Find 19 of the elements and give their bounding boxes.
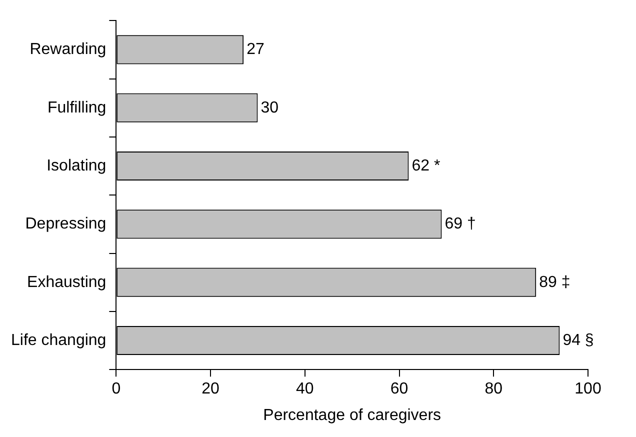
x-axis-title: Percentage of caregivers <box>263 406 442 424</box>
y-tick-label: Isolating <box>46 157 106 174</box>
data-label: 89 ‡ <box>539 274 570 291</box>
x-tick-label: 80 <box>484 380 503 398</box>
data-label: 62 * <box>412 157 440 174</box>
y-tick-label: Exhausting <box>27 274 106 291</box>
x-tick-label: 60 <box>390 380 408 398</box>
data-label: 27 <box>246 41 264 58</box>
data-label: 94 § <box>562 332 594 349</box>
x-tick-label: 20 <box>202 380 220 398</box>
x-tick-label: 40 <box>296 380 314 398</box>
data-label: 69 † <box>444 216 476 233</box>
x-tick-label: 0 <box>112 380 121 398</box>
y-tick-label: Life changing <box>11 332 106 349</box>
x-tick-label: 100 <box>574 380 602 398</box>
y-tick-label: Rewarding <box>30 41 106 58</box>
y-tick-label: Fulfilling <box>48 99 106 116</box>
y-tick-label: Depressing <box>25 216 106 233</box>
data-label: 30 <box>260 99 279 116</box>
